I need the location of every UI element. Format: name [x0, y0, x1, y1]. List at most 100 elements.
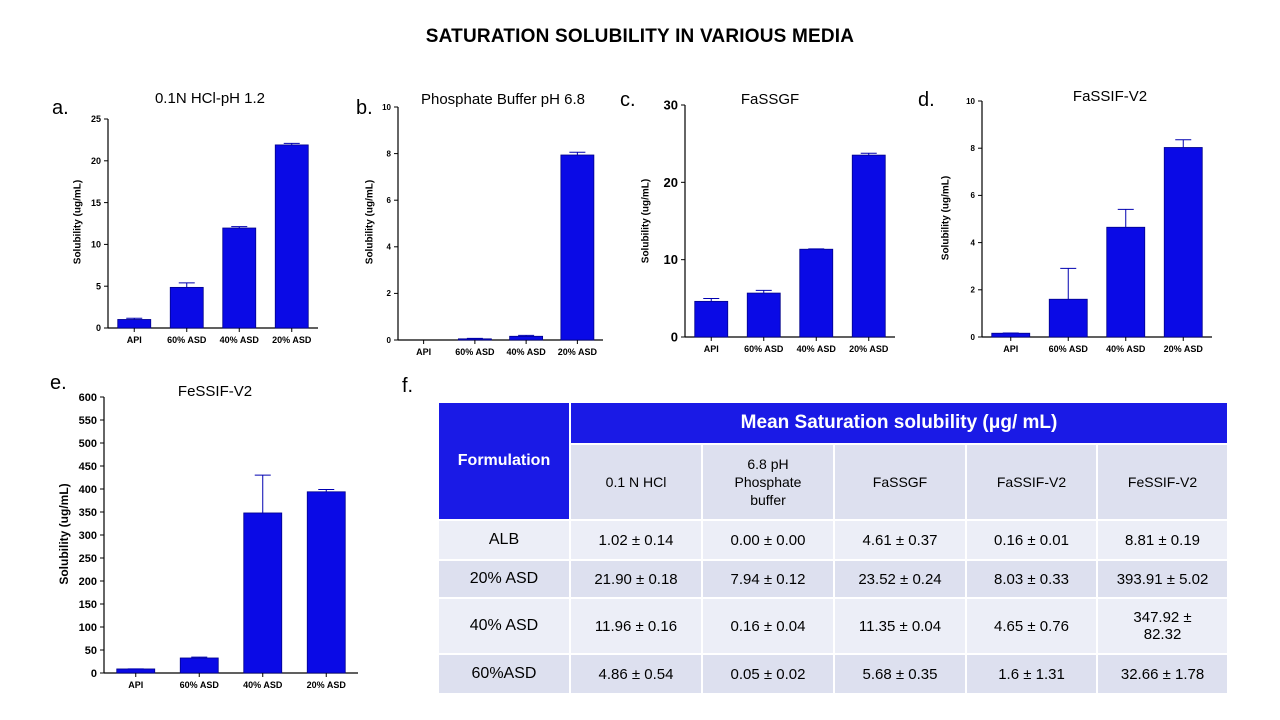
table-cell: 5.68 ± 0.35	[833, 653, 967, 695]
y-tick-label: 300	[79, 530, 97, 542]
table-cell: 4.61 ± 0.37	[833, 519, 967, 561]
y-tick-label: 500	[79, 438, 97, 450]
bar	[117, 319, 152, 329]
x-tick-label: API	[1003, 344, 1018, 354]
y-tick-label: 0	[387, 336, 392, 345]
panel-e-letter: e.	[50, 372, 67, 394]
table-cell: 0.00 ± 0.00	[701, 519, 835, 561]
y-tick-label: 10	[382, 103, 391, 112]
y-tick-label: 6	[971, 191, 976, 200]
x-tick-label: 60% ASD	[1049, 344, 1089, 354]
bar	[243, 512, 283, 674]
table-cell: 0.16 ± 0.01	[965, 519, 1098, 561]
column-header-fassif: FaSSIF-V2	[965, 443, 1098, 521]
table-cell: 347.92 ±82.32	[1095, 597, 1230, 655]
table-cell: 11.96 ± 0.16	[569, 597, 703, 655]
table-cell: 4.86 ± 0.54	[569, 653, 703, 695]
column-header-fessif: FeSSIF-V2	[1095, 443, 1230, 521]
y-tick-label: 5	[96, 281, 101, 291]
panel-f-letter: f.	[402, 375, 414, 397]
y-tick-label: 4	[971, 238, 976, 247]
bar	[560, 154, 595, 341]
x-tick-label: 60% ASD	[167, 335, 207, 345]
row-formulation: ALB	[437, 519, 571, 561]
y-tick-label: 2	[971, 286, 976, 295]
column-header-phosphate: 6.8 pH Phosphate buffer	[701, 443, 835, 521]
panel-a-letter: a.	[52, 97, 69, 119]
mean-solubility-header: Mean Saturation solubility (μg/ mL)	[568, 401, 1230, 445]
panel-b-title: Phosphate Buffer pH 6.8	[420, 91, 585, 108]
y-tick-label: 20	[91, 156, 101, 166]
table-cell: 23.52 ± 0.24	[833, 559, 967, 599]
y-tick-label: 8	[387, 149, 392, 158]
y-tick-label: 25	[91, 114, 101, 124]
x-tick-label: 20% ASD	[307, 680, 347, 690]
table-row: 20% ASD 21.90 ± 0.18 7.94 ± 0.12 23.52 ±…	[437, 559, 1230, 599]
y-tick-label: 200	[79, 576, 97, 588]
x-tick-label: API	[127, 335, 142, 345]
bar	[694, 300, 729, 338]
panel-c-letter: c.	[620, 89, 636, 111]
row-formulation: 40% ASD	[437, 597, 571, 655]
y-tick-label: 0	[971, 333, 976, 342]
table-cell: 4.65 ± 0.76	[965, 597, 1098, 655]
table-cell: 21.90 ± 0.18	[569, 559, 703, 599]
y-tick-label: 50	[85, 645, 97, 657]
y-tick-label: 250	[79, 553, 97, 565]
y-tick-label: 20	[664, 175, 678, 190]
y-tick-label: 400	[79, 484, 97, 496]
column-header-hcl: 0.1 N HCl	[569, 443, 703, 521]
y-tick-label: 10	[664, 252, 678, 267]
bar	[799, 248, 834, 338]
y-tick-label: 10	[966, 97, 975, 106]
table-cell: 1.02 ± 0.14	[569, 519, 703, 561]
x-tick-label: 40% ASD	[243, 680, 283, 690]
bar	[457, 338, 492, 341]
bar	[116, 668, 156, 674]
bar	[746, 292, 781, 338]
x-tick-label: 20% ASD	[1164, 344, 1204, 354]
bar	[274, 144, 309, 329]
panel-d-letter: d.	[918, 89, 935, 111]
row-formulation: 20% ASD	[437, 559, 571, 599]
table-cell: 393.91 ± 5.02	[1095, 559, 1230, 599]
x-tick-label: 60% ASD	[455, 347, 495, 357]
figure-title: SATURATION SOLUBILITY IN VARIOUS MEDIA	[425, 26, 855, 47]
row-formulation: 60%ASD	[437, 653, 571, 695]
x-tick-label: 20% ASD	[849, 344, 889, 354]
y-tick-label: 8	[971, 144, 976, 153]
x-tick-label: 20% ASD	[272, 335, 312, 345]
bar	[1048, 298, 1088, 338]
y-tick-label: 0	[91, 668, 97, 680]
bar	[509, 335, 544, 341]
panel-d-title: FaSSIF-V2	[1072, 88, 1148, 105]
y-tick-label: 2	[387, 289, 392, 298]
panel-c-title: FaSSGF	[740, 91, 800, 108]
x-tick-label: 40% ASD	[220, 335, 260, 345]
y-tick-label: 0	[96, 323, 101, 333]
bar	[179, 657, 219, 674]
table-cell: 0.05 ± 0.02	[701, 653, 835, 695]
table-cell: 32.66 ± 1.78	[1095, 653, 1230, 695]
x-tick-label: 40% ASD	[797, 344, 837, 354]
bar	[1163, 147, 1203, 338]
bar	[169, 286, 204, 329]
panel-e-title: FeSSIF-V2	[177, 383, 253, 400]
x-tick-label: 60% ASD	[744, 344, 784, 354]
y-tick-label: 100	[79, 622, 97, 634]
y-tick-label: 4	[387, 243, 392, 252]
x-tick-label: 40% ASD	[507, 347, 547, 357]
panel-a-title: 0.1N HCl-pH 1.2	[154, 90, 266, 107]
x-tick-label: 40% ASD	[1106, 344, 1146, 354]
formulation-header: Formulation	[437, 401, 571, 521]
bar	[851, 154, 886, 338]
table-cell: 7.94 ± 0.12	[701, 559, 835, 599]
y-tick-label: 10	[91, 240, 101, 250]
table-row: ALB 1.02 ± 0.14 0.00 ± 0.00 4.61 ± 0.37 …	[437, 519, 1230, 561]
bar	[306, 491, 346, 674]
bar	[1106, 226, 1146, 338]
x-tick-label: API	[128, 680, 143, 690]
y-tick-label: 6	[387, 196, 392, 205]
bar	[991, 332, 1031, 338]
y-tick-label: 550	[79, 415, 97, 427]
